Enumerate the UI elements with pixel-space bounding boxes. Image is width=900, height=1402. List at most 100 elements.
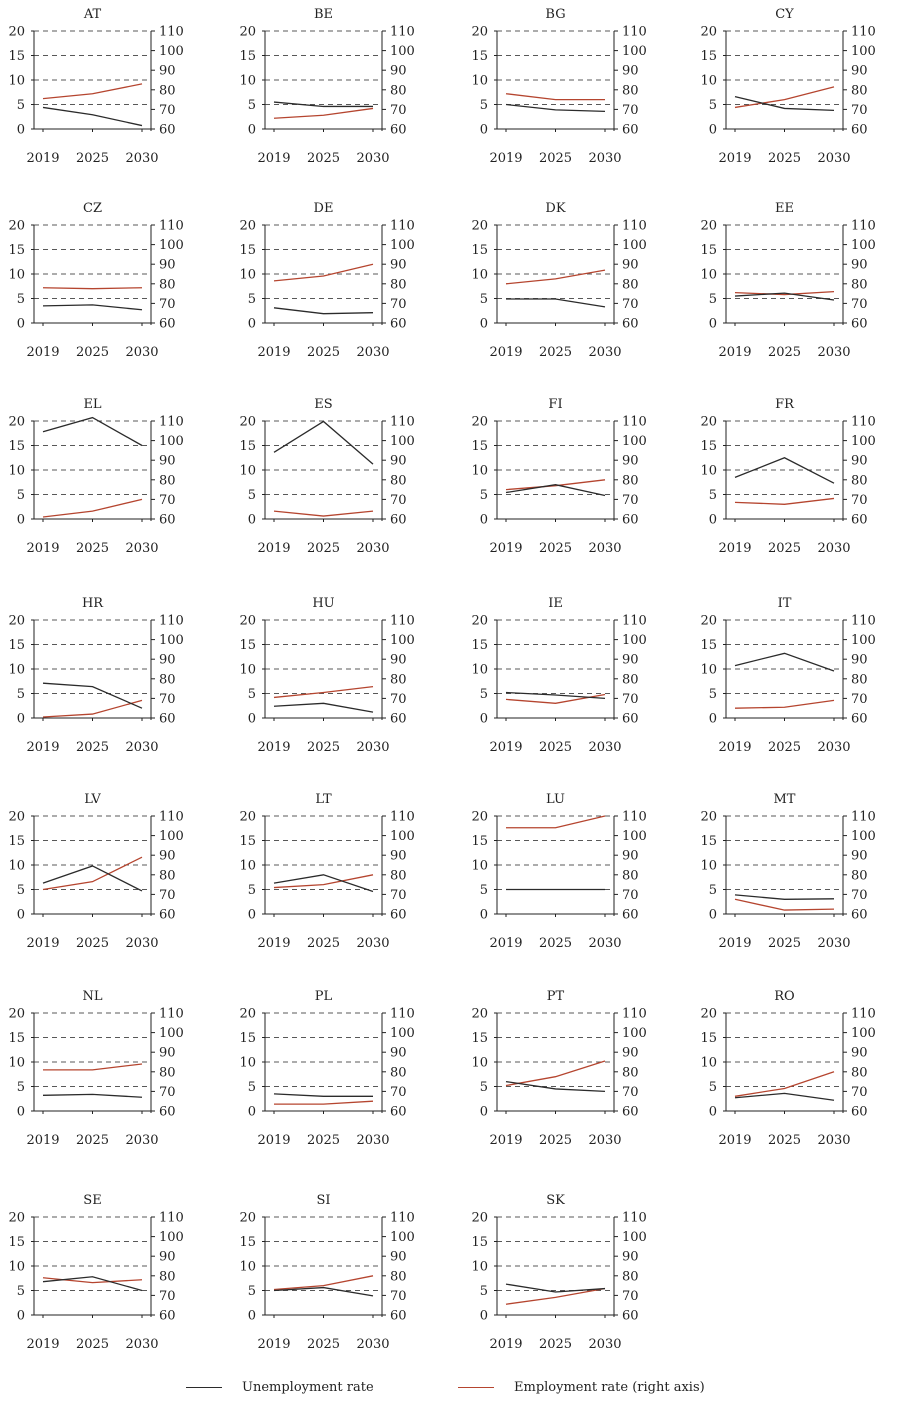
employment-rate-line (42, 856, 143, 891)
right-tick-label: 90 (622, 849, 639, 864)
right-tick-label: 80 (390, 83, 407, 98)
x-tick-label: 2030 (125, 936, 158, 951)
unemployment-rate-line (505, 1080, 606, 1093)
left-tick-label: 20 (239, 219, 256, 234)
left-tick-label: 5 (709, 883, 717, 898)
left-tick-label: 15 (471, 1031, 488, 1046)
legend-item-employment: Employment rate (right axis) (458, 1378, 705, 1396)
right-tick-label: 70 (622, 1289, 639, 1304)
right-tick-label: 100 (622, 434, 647, 449)
left-tick-label: 5 (17, 98, 25, 113)
left-tick-label: 15 (239, 638, 256, 653)
panel-title: NL (82, 989, 102, 1004)
left-tick-label: 5 (480, 1080, 488, 1095)
left-tick-label: 20 (700, 25, 717, 40)
x-tick-label: 2019 (257, 345, 290, 360)
employment-rate-line (505, 479, 606, 491)
employment-rate-line (274, 1100, 374, 1105)
x-tick-label: 2030 (588, 936, 621, 951)
x-tick-label: 2019 (718, 740, 751, 755)
left-tick-label: 15 (8, 243, 25, 258)
x-tick-label: 2030 (588, 1337, 621, 1352)
right-tick-label: 100 (622, 1230, 647, 1245)
x-tick-label: 2030 (817, 936, 850, 951)
x-tick-label: 2019 (718, 151, 751, 166)
left-tick-label: 0 (17, 123, 25, 138)
left-tick-label: 0 (248, 317, 256, 332)
x-tick-label: 2019 (718, 1133, 751, 1148)
unemployment-rate-line (734, 457, 835, 484)
x-tick-label: 2025 (76, 345, 109, 360)
employment-rate-line (273, 510, 374, 517)
left-tick-label: 0 (480, 513, 488, 528)
right-tick-label: 70 (622, 1085, 639, 1100)
employment-rate-line (505, 1287, 606, 1305)
x-tick-label: 2030 (125, 1337, 158, 1352)
left-tick-label: 20 (471, 810, 488, 825)
employment-rate-line (42, 287, 143, 290)
right-tick-label: 100 (159, 1026, 184, 1041)
left-tick-label: 20 (8, 614, 25, 629)
right-tick-label: 70 (390, 103, 407, 118)
legend-label-unemployment: Unemployment rate (242, 1379, 374, 1395)
right-tick-label: 90 (159, 454, 176, 469)
right-tick-label: 80 (851, 83, 868, 98)
right-tick-label: 110 (159, 25, 184, 40)
left-tick-label: 20 (239, 614, 256, 629)
panel-fr: FR 0 5 10 15 20 60 70 80 90 100 110 2019 2025 2030 (700, 397, 875, 556)
left-tick-label: 20 (700, 415, 717, 430)
right-tick-label: 70 (851, 297, 868, 312)
left-tick-label: 5 (480, 1284, 488, 1299)
panel-ie: IE 0 5 10 15 20 60 70 80 90 100 110 2019 2025 2030 (471, 596, 646, 755)
x-tick-label: 2030 (356, 1337, 389, 1352)
left-tick-label: 20 (471, 1211, 488, 1226)
right-tick-label: 70 (159, 888, 176, 903)
left-tick-label: 15 (8, 439, 25, 454)
x-tick-label: 2025 (539, 1133, 572, 1148)
right-tick-label: 100 (851, 434, 876, 449)
left-tick-label: 10 (8, 464, 25, 479)
right-tick-label: 110 (851, 614, 876, 629)
left-tick-label: 10 (700, 74, 717, 89)
x-tick-label: 2025 (76, 1133, 109, 1148)
right-tick-label: 110 (622, 219, 647, 234)
right-tick-label: 60 (622, 1309, 639, 1324)
right-tick-label: 100 (390, 44, 415, 59)
right-tick-label: 80 (622, 83, 639, 98)
left-tick-label: 0 (709, 513, 717, 528)
left-tick-label: 15 (239, 439, 256, 454)
employment-rate-line (505, 269, 606, 285)
panel-nl: NL 0 5 10 15 20 60 70 80 90 100 110 2019 2025 2030 (8, 989, 183, 1148)
right-tick-label: 100 (851, 1026, 876, 1041)
unemployment-rate-line (273, 307, 374, 315)
x-tick-label: 2030 (356, 151, 389, 166)
right-tick-label: 60 (159, 123, 176, 138)
right-tick-label: 80 (622, 1065, 639, 1080)
left-tick-label: 0 (248, 513, 256, 528)
x-tick-label: 2030 (817, 345, 850, 360)
left-tick-label: 0 (480, 123, 488, 138)
panel-title: IE (548, 596, 563, 611)
x-tick-label: 2030 (817, 541, 850, 556)
panel-pt: PT 0 5 10 15 20 60 70 80 90 100 110 2019 2025 2030 (471, 989, 646, 1148)
right-tick-label: 60 (851, 123, 868, 138)
left-tick-label: 0 (17, 513, 25, 528)
panel-title: LU (546, 792, 565, 807)
left-tick-label: 5 (248, 98, 256, 113)
left-tick-label: 15 (8, 834, 25, 849)
right-tick-label: 60 (622, 908, 639, 923)
left-tick-label: 10 (8, 1056, 25, 1071)
left-tick-label: 10 (471, 663, 488, 678)
panel-ro: RO 0 5 10 15 20 60 70 80 90 100 110 2019 2025 2030 (700, 989, 875, 1148)
right-tick-label: 90 (390, 1250, 407, 1265)
left-tick-label: 20 (8, 1007, 25, 1022)
panel-mt: MT 0 5 10 15 20 60 70 80 90 100 110 2019 2025 2030 (700, 792, 875, 951)
left-tick-label: 5 (709, 98, 717, 113)
x-tick-label: 2030 (125, 345, 158, 360)
employment-rate-line (506, 815, 606, 829)
right-tick-label: 70 (390, 297, 407, 312)
employment-rate-line (42, 1277, 143, 1284)
right-tick-label: 100 (159, 238, 184, 253)
legend-swatch-unemployment (186, 1386, 222, 1388)
right-tick-label: 100 (390, 1026, 415, 1041)
